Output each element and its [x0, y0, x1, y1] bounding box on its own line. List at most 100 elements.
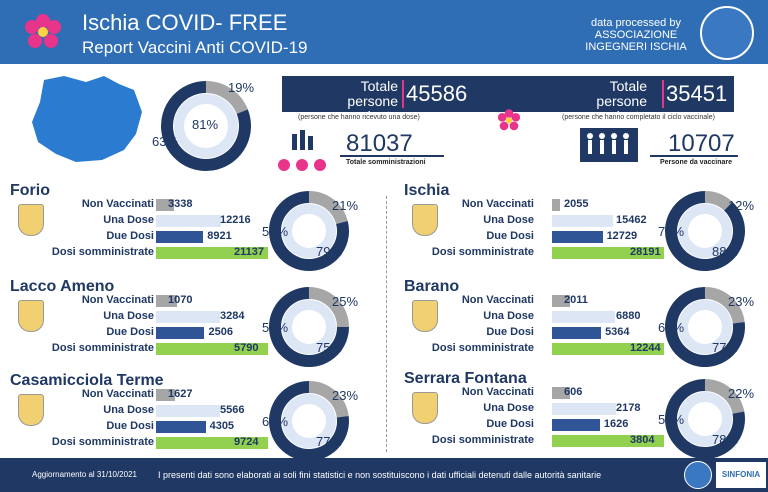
kpi2-note: (persone che hanno completato il ciclo v…	[562, 114, 715, 121]
donut-inner-ring	[678, 204, 732, 258]
data-label: 5566	[220, 404, 245, 416]
total-administrations-label: Totale somministrazioni	[346, 159, 426, 166]
kpi2-value: 35451	[666, 81, 728, 106]
summary-gray-pct: 19%	[228, 80, 255, 95]
data-label: 1627	[168, 388, 193, 400]
municipality-donut	[664, 378, 746, 465]
bar-mark	[552, 311, 615, 323]
summary-blue-pct: 63%	[152, 134, 179, 149]
coat-of-arms-icon	[412, 204, 438, 236]
data-label: 1070	[168, 294, 193, 306]
donut-gray-pct: 22%	[728, 386, 755, 401]
donut-gray-arc	[704, 191, 733, 211]
bar-mark	[156, 295, 177, 307]
page-title: Ischia COVID- FREE	[82, 10, 288, 35]
donut-blue-arc	[665, 287, 745, 367]
to-vaccinate-rule	[650, 155, 738, 157]
donut-gray-arc	[308, 287, 349, 328]
row-label: Una Dose	[103, 214, 154, 226]
donut-blue-pct: 58%	[658, 412, 685, 427]
row-label: Due Dosi	[486, 230, 534, 242]
data-label: 12729	[606, 230, 638, 242]
kpi2-label-1: Totale	[609, 78, 647, 94]
flower-icon	[496, 108, 522, 134]
donut-inner-ring	[282, 204, 336, 258]
bar-mark	[552, 247, 664, 259]
donut-inner-pct: 79%	[316, 244, 343, 259]
donut-inner-pct: 77%	[316, 434, 343, 449]
row-label: Due Dosi	[486, 326, 534, 338]
bar-mark	[156, 389, 175, 401]
row-label: Dosi somministrate	[431, 246, 534, 258]
donut-inner-ring	[282, 394, 336, 448]
total-administrations-value: 81037	[346, 130, 413, 157]
data-label: 28191	[630, 246, 661, 258]
donut-gray-pct: 25%	[332, 294, 359, 309]
data-label: 2011	[564, 294, 588, 306]
sinfonia-logo: SINFONIA	[716, 462, 766, 488]
donut-gray-pct: 23%	[332, 388, 359, 403]
coat-of-arms-icon	[18, 204, 44, 236]
kpi1-accent	[402, 80, 404, 108]
donut-inner-pct: 75%	[316, 340, 343, 355]
bar-mark	[552, 387, 570, 399]
bar-mark	[156, 421, 206, 433]
row-label: Dosi somministrate	[431, 434, 534, 446]
bar-mark	[552, 231, 603, 243]
donut-gray-arc	[704, 379, 745, 415]
donut-gray-arc	[704, 287, 745, 324]
data-label: 21137	[234, 246, 264, 258]
row-label: Due Dosi	[106, 326, 154, 338]
summary-inner-pct: 81%	[192, 117, 219, 132]
row-label: Non Vaccinati	[81, 388, 154, 400]
coat-of-arms-icon	[412, 392, 438, 424]
bar-mark	[156, 247, 268, 259]
kpi2-accent	[662, 80, 664, 108]
to-vaccinate-label: Persone da vaccinare	[660, 159, 732, 166]
municipality-title: Serrara Fontana	[404, 370, 527, 387]
credit-line-1: data processed by	[591, 17, 681, 29]
donut-blue-arc	[269, 381, 349, 461]
flower-logo-icon	[22, 12, 64, 54]
row-label: Dosi somministrate	[51, 436, 154, 448]
donut-inner-ring	[678, 392, 732, 446]
kpi1-label-1: Totale	[360, 78, 398, 94]
data-label: 8921	[207, 230, 232, 242]
data-label: 1626	[603, 418, 629, 430]
row-label: Non Vaccinati	[81, 294, 154, 306]
data-label: 12216	[220, 214, 251, 226]
row-label: Non Vaccinati	[461, 294, 534, 306]
donut-gray-arc	[205, 81, 248, 115]
kpi1-note: (persone che hanno ricevuto una dose)	[298, 114, 420, 121]
footer-bar: Aggiornamento al 31/10/2021 I presenti d…	[0, 458, 768, 492]
donut-blue-pct: 57%	[262, 224, 289, 239]
data-label: 12244	[630, 342, 661, 354]
data-label: 606	[564, 386, 583, 398]
page-subtitle: Report Vaccini Anti COVID-19	[82, 38, 308, 57]
credit-line-2: ASSOCIAZIONE	[594, 29, 678, 41]
municipality-donut	[664, 286, 746, 373]
coat-of-arms-icon	[18, 300, 44, 332]
data-label: 3804	[630, 434, 655, 446]
row-label: Una Dose	[483, 310, 534, 322]
data-label: 9724	[234, 436, 259, 448]
donut-blue-arc	[269, 191, 349, 271]
row-label: Dosi somministrate	[431, 342, 534, 354]
coat-of-arms-icon	[412, 300, 438, 332]
municipality-donut	[268, 190, 350, 277]
bar-mark	[156, 231, 204, 243]
row-label: Una Dose	[103, 404, 154, 416]
municipality-donut	[268, 286, 350, 373]
kpi-first-dose	[282, 76, 734, 112]
bar-mark	[552, 435, 664, 447]
data-label: 5364	[605, 326, 630, 338]
coat-of-arms-icon	[18, 394, 44, 426]
donut-blue-arc	[665, 191, 745, 271]
municipality-donut	[268, 380, 350, 467]
bar-mark	[552, 295, 571, 307]
credit-line-3: INGEGNERI ISCHIA	[585, 41, 687, 53]
row-label: Due Dosi	[106, 420, 154, 432]
data-label: 4305	[209, 420, 235, 432]
flowers-icon	[276, 157, 332, 173]
data-label: 6880	[616, 310, 641, 322]
